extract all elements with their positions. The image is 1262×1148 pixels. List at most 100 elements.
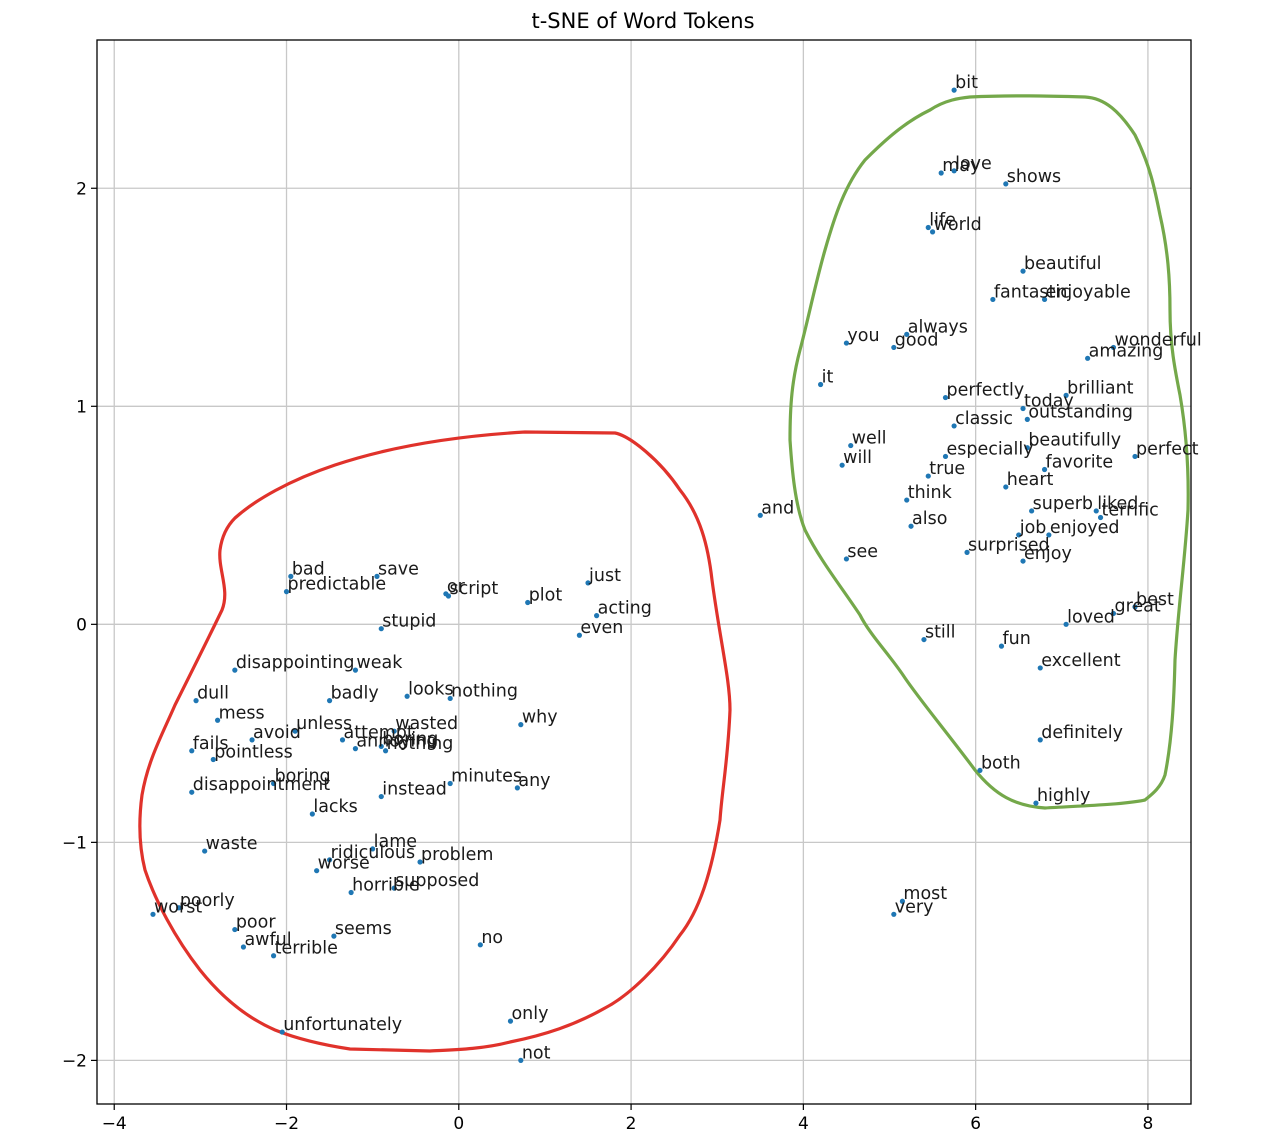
point-label: amazing xyxy=(1089,341,1164,361)
data-point xyxy=(283,589,290,595)
x-tick-label: 6 xyxy=(970,1114,981,1134)
data-point xyxy=(1110,344,1117,351)
point-label: well xyxy=(852,429,887,449)
data-point xyxy=(1063,621,1069,627)
point-label: horrible xyxy=(352,876,419,896)
x-tick-label: 2 xyxy=(626,1114,637,1134)
data-point xyxy=(951,168,957,174)
data-point xyxy=(339,737,346,743)
point-label: beautifully xyxy=(1028,431,1121,451)
point-label: even xyxy=(580,618,623,638)
point-label: seems xyxy=(335,919,392,939)
point-label: save xyxy=(378,559,419,579)
data-point xyxy=(585,580,591,586)
y-tick-label: −1 xyxy=(62,833,87,853)
point-label: disappointment xyxy=(193,775,330,795)
point-label: beautiful xyxy=(1024,254,1102,274)
data-point xyxy=(193,698,199,704)
data-point xyxy=(378,743,384,750)
point-label: liked xyxy=(1097,494,1138,514)
data-point xyxy=(445,593,452,599)
data-point xyxy=(352,746,359,752)
point-label: enjoyed xyxy=(1050,518,1120,538)
data-point xyxy=(843,340,850,346)
data-point xyxy=(348,889,354,896)
data-point xyxy=(1037,665,1043,671)
data-point xyxy=(1020,558,1026,564)
data-point xyxy=(921,636,927,643)
data-point xyxy=(1037,737,1043,743)
point-label: only xyxy=(511,1004,548,1024)
data-point xyxy=(309,811,315,817)
point-label: script xyxy=(449,579,498,599)
point-label: bit xyxy=(955,73,978,93)
point-label: perfectly xyxy=(946,381,1024,401)
data-point xyxy=(477,942,483,948)
data-point xyxy=(1132,453,1138,460)
point-label: classic xyxy=(955,409,1013,429)
point-label: may xyxy=(942,156,980,176)
point-label: terrible xyxy=(275,939,338,959)
point-label: ridiculous xyxy=(331,843,416,863)
data-point xyxy=(817,381,824,388)
data-point xyxy=(891,344,897,351)
point-label: enjoy xyxy=(1024,544,1072,564)
data-point xyxy=(240,944,247,950)
data-point xyxy=(942,453,949,460)
data-point xyxy=(891,911,897,917)
data-point xyxy=(977,767,983,774)
point-label: worse xyxy=(318,854,370,874)
point-label: world xyxy=(934,215,982,235)
data-point xyxy=(292,728,298,734)
data-point xyxy=(189,748,195,754)
data-point xyxy=(352,667,359,673)
data-point xyxy=(1063,392,1069,398)
point-label: especially xyxy=(946,439,1033,459)
point-label: mess xyxy=(219,703,265,723)
y-tick-label: 0 xyxy=(76,615,87,635)
point-label: both xyxy=(981,753,1021,773)
point-label: stupid xyxy=(382,612,436,632)
point-label: job xyxy=(1019,518,1047,538)
data-point xyxy=(374,573,380,579)
data-point xyxy=(331,933,337,939)
point-label: wasted xyxy=(395,714,458,734)
point-label: today xyxy=(1024,391,1074,411)
data-point xyxy=(288,573,294,579)
point-label: disappointing xyxy=(236,653,355,673)
data-point xyxy=(447,780,453,787)
point-label: loved xyxy=(1067,607,1115,627)
point-label: best xyxy=(1136,590,1174,610)
point-label: badly xyxy=(331,684,379,704)
data-point xyxy=(1110,610,1117,617)
data-point xyxy=(1024,416,1030,422)
point-label: looks xyxy=(408,679,454,699)
negative-words-loop xyxy=(138,430,732,1053)
data-point xyxy=(1020,268,1026,274)
point-label: fails xyxy=(193,734,229,754)
point-label: love xyxy=(955,154,992,174)
point-label: annoying xyxy=(356,732,437,752)
data-point xyxy=(1003,181,1009,187)
point-label: dull xyxy=(197,684,229,704)
data-point xyxy=(1033,800,1039,806)
point-label: fun xyxy=(1002,629,1030,649)
axis-ticks: −4 −2 0 2 4 6 8 −2 −1 0 1 2 xyxy=(62,179,1153,1134)
point-label: nothing xyxy=(387,734,454,754)
data-point xyxy=(843,556,850,562)
point-label: great xyxy=(1114,596,1160,616)
data-point xyxy=(951,423,957,429)
point-label: true xyxy=(929,459,965,479)
point-label: wonderful xyxy=(1114,330,1201,350)
y-tick-label: −2 xyxy=(62,1051,87,1071)
point-label: boring xyxy=(275,766,331,786)
point-label: heart xyxy=(1007,470,1054,490)
plot-frame xyxy=(96,39,1192,1105)
data-point xyxy=(189,789,195,795)
data-point xyxy=(378,793,384,800)
point-label: any xyxy=(518,771,550,791)
data-point xyxy=(417,859,423,865)
data-point xyxy=(1041,466,1048,473)
data-point xyxy=(848,442,854,449)
point-label: minutes xyxy=(451,766,522,786)
